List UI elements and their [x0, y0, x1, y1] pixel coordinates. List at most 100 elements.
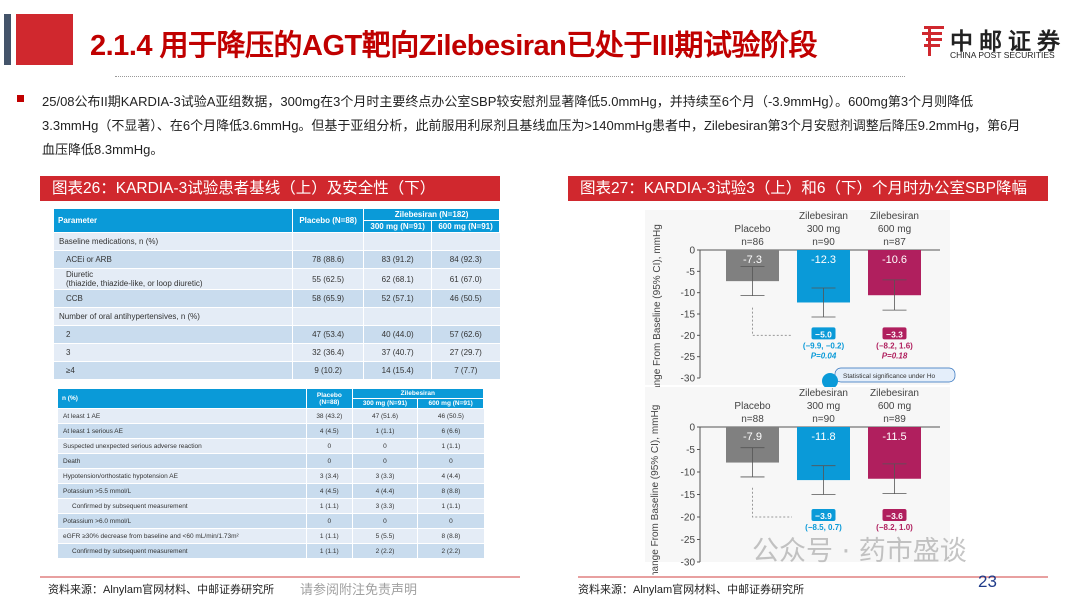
- y-tick-label: -25: [681, 352, 696, 363]
- table-row: Death 0 0 0: [57, 453, 484, 469]
- y-tick-label: -5: [686, 445, 695, 456]
- row-label-text: Hypotension/orthostatic hypotension AE: [63, 472, 178, 480]
- table-row: 3 32 (36.4) 37 (40.7) 27 (29.7): [53, 343, 500, 362]
- row-label: Confirmed by subsequent measurement: [57, 498, 307, 514]
- category-label: n=90: [812, 414, 835, 425]
- cell-value: 0: [351, 438, 418, 454]
- difference-ci: (−8.5, 0.7): [805, 523, 842, 532]
- sbp-charts: 0 -5 -10 -15 -20 -25 -30 Change From Baseline (…: [645, 210, 956, 575]
- cell-value: [363, 307, 432, 326]
- row-label: Number of oral antihypertensives, n (%): [53, 307, 293, 326]
- category-label: n=86: [741, 237, 764, 248]
- cell-value: [363, 232, 432, 251]
- cell-value: 0: [417, 513, 484, 529]
- row-label: Suspected unexpected serious adverse rea…: [57, 438, 307, 454]
- difference-badge: [811, 327, 836, 340]
- cell-value: 78 (88.6): [291, 250, 364, 269]
- y-tick-label: -20: [681, 513, 696, 524]
- baseline-table: Parameter Placebo (N=88) Zilebesiran (N=…: [53, 208, 500, 380]
- page-title: 2.1.4 用于降压的AGT靶向Zilebesiran已处于III期试验阶段: [90, 30, 818, 62]
- col-parameter: Parameter: [53, 208, 293, 233]
- bar-value-label: -11.5: [882, 431, 906, 443]
- row-label: 3: [53, 343, 293, 362]
- table-row: CCB 58 (65.9) 52 (57.1) 46 (50.5): [53, 289, 500, 308]
- col-zilebesiran: Zilebesiran (N=182): [363, 208, 500, 221]
- row-label-text: Suspected unexpected serious adverse rea…: [63, 442, 202, 450]
- category-label: Zilebesiran: [799, 211, 848, 222]
- row-label-text: Baseline medications, n (%): [59, 237, 159, 246]
- cell-value: 4 (4.5): [306, 483, 353, 499]
- table-row: ACEi or ARB 78 (88.6) 83 (91.2) 84 (92.3): [53, 250, 500, 269]
- page-number: 23: [978, 572, 997, 591]
- difference-value: −3.3: [886, 329, 903, 339]
- left-source: 资料来源：Alnylam官网材料、中邮证券研究所: [48, 584, 275, 596]
- cell-value: 52 (57.1): [363, 289, 432, 308]
- col-600mg: 600 mg (N=91): [431, 220, 500, 233]
- source-divider: [40, 576, 520, 578]
- row-label-text: CCB: [66, 294, 83, 303]
- category-label: n=87: [883, 237, 906, 248]
- category-label: Zilebesiran: [870, 211, 919, 222]
- category-label: 600 mg: [878, 401, 911, 412]
- cell-value: 0: [306, 453, 353, 469]
- bar-value-label: -10.6: [882, 254, 907, 266]
- company-logo: 中邮证券 CHINA POST SECURITIES: [920, 22, 1070, 62]
- bar-value-label: -11.8: [811, 431, 835, 443]
- cell-value: 47 (51.6): [351, 408, 418, 424]
- cell-value: 0: [351, 513, 418, 529]
- cell-value: 57 (62.6): [431, 325, 500, 344]
- cell-value: 0: [306, 513, 353, 529]
- difference-value: −3.6: [886, 511, 903, 521]
- cell-value: 1 (1.1): [306, 543, 353, 559]
- difference-ci: (−8.2, 1.0): [876, 523, 913, 532]
- p-value: P=0.04: [811, 351, 837, 360]
- y-tick-label: -10: [681, 288, 696, 299]
- table-row: Confirmed by subsequent measurement 1 (1.…: [57, 498, 484, 514]
- cell-value: 32 (36.4): [291, 343, 364, 362]
- title-accent-bar: [4, 14, 11, 65]
- alpha-icon: [822, 373, 838, 389]
- row-label: At least 1 serious AE: [57, 423, 307, 439]
- cell-value: 46 (50.5): [417, 408, 484, 424]
- col-zilebesiran: Zilebesiran: [351, 388, 485, 399]
- row-label-text: eGFR ≥30% decrease from baseline and <60…: [63, 532, 239, 540]
- cell-value: 58 (65.9): [291, 289, 364, 308]
- y-tick-label: -25: [681, 535, 696, 546]
- category-label: 300 mg: [807, 224, 840, 235]
- row-label-text: At least 1 serious AE: [63, 427, 123, 435]
- placebo-n: (N=88): [319, 398, 340, 406]
- y-tick-label: 0: [689, 423, 695, 434]
- category-label: n=90: [812, 237, 835, 248]
- col-placebo: Placebo (N=88): [306, 388, 353, 409]
- table-row: Hypotension/orthostatic hypotension AE 3 …: [57, 468, 484, 484]
- table-row: 2 47 (53.4) 40 (44.0) 57 (62.6): [53, 325, 500, 344]
- cell-value: 1 (1.1): [306, 498, 353, 514]
- row-label-text: At least 1 AE: [63, 412, 101, 420]
- row-label-text: 2: [66, 330, 71, 339]
- cell-value: 1 (1.1): [417, 498, 484, 514]
- logo-text-cn: 中邮证券: [950, 29, 1066, 55]
- cell-value: 0: [417, 453, 484, 469]
- bar-value-label: -7.9: [743, 431, 762, 443]
- row-label: Potassium >5.5 mmol/L: [57, 483, 307, 499]
- cell-value: 1 (1.1): [306, 528, 353, 544]
- table-row: Suspected unexpected serious adverse rea…: [57, 438, 484, 454]
- cell-value: 3 (3.3): [351, 468, 418, 484]
- cell-value: [291, 232, 364, 251]
- cell-value: 27 (29.7): [431, 343, 500, 362]
- cell-value: 4 (4.4): [417, 468, 484, 484]
- figure27-header: 图表27：KARDIA-3试验3（上）和6（下）个月时办公室SBP降幅: [568, 176, 1048, 201]
- row-label-text: Potassium >5.5 mmol/L: [63, 487, 132, 495]
- difference-badge: [882, 327, 907, 340]
- right-source: 资料来源：Alnylam官网材料、中邮证券研究所: [578, 584, 805, 596]
- difference-value: −5.0: [815, 329, 832, 339]
- table-row: Potassium >6.0 mmol/L 0 0 0: [57, 513, 484, 529]
- category-label: n=88: [741, 414, 764, 425]
- row-label-text: Confirmed by subsequent measurement: [72, 502, 188, 510]
- comparison-connector: [752, 487, 792, 518]
- row-label: 2: [53, 325, 293, 344]
- cell-value: 84 (92.3): [431, 250, 500, 269]
- table-row: Potassium >5.5 mmol/L 4 (4.5) 4 (4.4) 8 (8.…: [57, 483, 484, 499]
- category-label: 300 mg: [807, 401, 840, 412]
